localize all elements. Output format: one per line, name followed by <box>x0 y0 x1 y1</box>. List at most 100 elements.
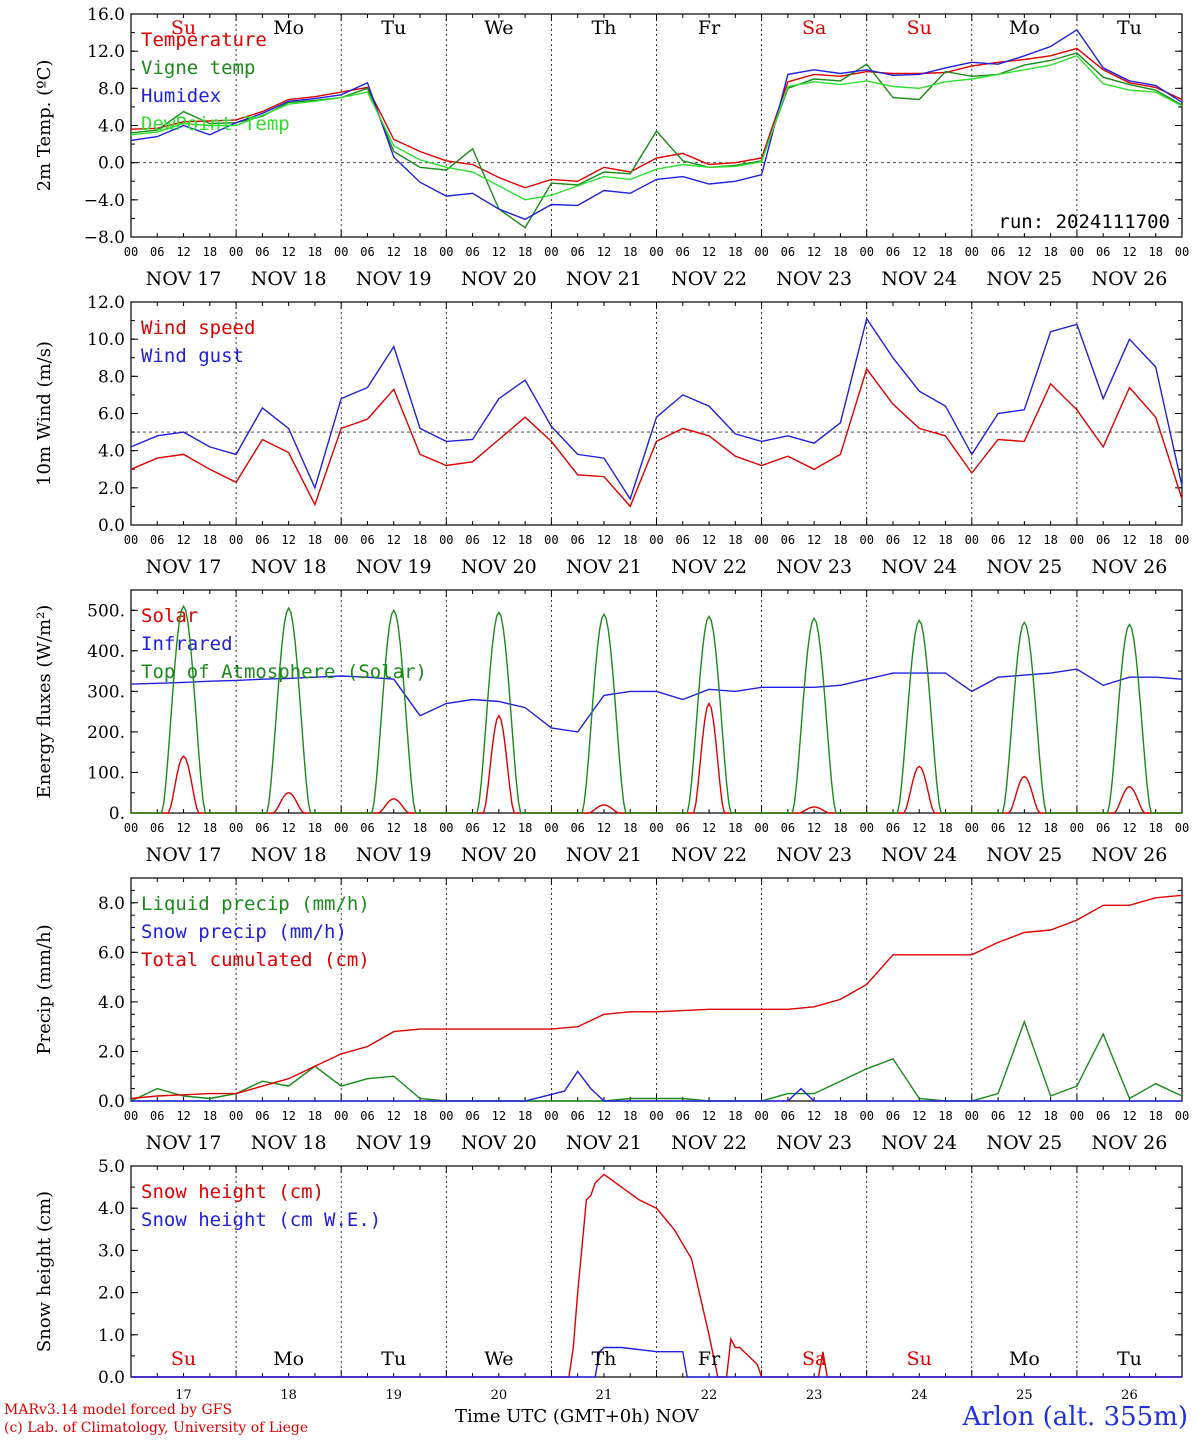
hour-tick-label: 12 <box>492 533 506 547</box>
y-tick-label: 0.0 <box>98 154 125 174</box>
hour-tick-label: 00 <box>859 821 873 835</box>
y-tick-label: 5.0 <box>98 1157 125 1177</box>
date-label: NOV 23 <box>776 844 852 866</box>
panel-3: 500. 400. 300. 200. 100. 0. Energy fluxes (W/m… <box>34 589 1189 866</box>
hour-tick-label: 06 <box>676 821 690 835</box>
hour-tick-label: 12 <box>597 821 611 835</box>
y-tick-label: 100. <box>87 763 125 783</box>
series-line-infrared <box>130 668 1183 733</box>
hour-tick-label: 06 <box>1096 533 1110 547</box>
time-axis-label: Time UTC (GMT+0h) NOV <box>455 1406 699 1427</box>
hour-tick-label: 12 <box>281 1109 295 1123</box>
date-label: NOV 24 <box>881 844 957 866</box>
y-tick-label: 1.0 <box>98 1326 125 1346</box>
hour-tick-label: 18 <box>938 821 952 835</box>
hour-tick-label: 12 <box>702 1109 716 1123</box>
date-label: NOV 25 <box>986 844 1062 866</box>
hour-tick-label: 00 <box>965 1109 979 1123</box>
series-line-snow-height-cm <box>131 1173 1182 1378</box>
series-line-total-cumulated-cm <box>130 894 1183 1100</box>
hour-tick-label: 06 <box>991 245 1005 259</box>
hour-tick-label: 00 <box>1175 245 1189 259</box>
y-tick-label: 12.0 <box>87 42 125 62</box>
legend-entry: Temperature <box>141 29 267 51</box>
hour-tick-label: 12 <box>597 1109 611 1123</box>
hour-tick-label: 18 <box>623 245 637 259</box>
date-label: NOV 22 <box>671 1132 747 1154</box>
hour-tick-label: 12 <box>492 1109 506 1123</box>
hour-tick-label: 00 <box>124 821 138 835</box>
date-label: NOV 22 <box>671 268 747 290</box>
hour-tick-label: 00 <box>1070 1109 1084 1123</box>
date-label: NOV 21 <box>566 844 642 866</box>
series-line-wind-speed <box>130 367 1183 508</box>
hour-tick-label: 06 <box>781 533 795 547</box>
station-label: Arlon (alt. 355m) <box>962 1402 1188 1432</box>
day-name-label: Fr <box>698 17 721 39</box>
date-label: NOV 18 <box>251 556 327 578</box>
hour-tick-label: 00 <box>1175 533 1189 547</box>
day-name-label: Tu <box>1117 17 1142 39</box>
date-label: NOV 18 <box>251 1132 327 1154</box>
hour-tick-label: 12 <box>176 533 190 547</box>
day-name-label: Sa <box>802 17 826 39</box>
hour-tick-label: 06 <box>886 245 900 259</box>
hour-tick-label: 00 <box>229 245 243 259</box>
date-label: NOV 22 <box>671 844 747 866</box>
y-tick-label: 12.0 <box>87 293 125 313</box>
legend-entry: Snow height (cm W.E.) <box>141 1209 381 1231</box>
hour-tick-label: 18 <box>938 1109 952 1123</box>
hour-tick-label: 00 <box>124 533 138 547</box>
y-tick-label: 2.0 <box>98 1042 125 1062</box>
day-name-label: Tu <box>381 1348 406 1370</box>
hour-tick-label: 00 <box>334 245 348 259</box>
series-line-snow-precip-mm-h <box>131 1070 1182 1102</box>
hour-tick-label: 12 <box>702 533 716 547</box>
hour-tick-label: 12 <box>912 821 926 835</box>
day-name-label: Fr <box>698 1348 721 1370</box>
hour-tick-label: 18 <box>833 533 847 547</box>
hour-tick-label: 12 <box>176 1109 190 1123</box>
hour-tick-label: 06 <box>991 533 1005 547</box>
series-line-liquid-precip-mm-h <box>130 1019 1183 1102</box>
legend-entry: Snow precip (mm/h) <box>141 921 347 943</box>
y-tick-label: −8.0 <box>84 228 125 248</box>
time-utc-label: Time UTC (GMT+0h) <box>455 1406 650 1427</box>
hour-tick-label: 06 <box>465 821 479 835</box>
hour-tick-label: 12 <box>807 821 821 835</box>
y-tick-label: 0. <box>109 804 125 824</box>
date-label: NOV 19 <box>356 556 432 578</box>
hour-tick-label: 18 <box>1043 533 1057 547</box>
y-tick-label: 200. <box>87 723 125 743</box>
hour-tick-label: 18 <box>203 1109 217 1123</box>
hour-tick-label: 00 <box>1175 1109 1189 1123</box>
series-line-dewpoint-temp <box>130 54 1183 201</box>
y-tick-label: 0.0 <box>98 1368 125 1388</box>
date-label: NOV 17 <box>146 844 222 866</box>
run-annotation: run: 2024111700 <box>998 211 1170 233</box>
date-label: NOV 25 <box>986 268 1062 290</box>
hour-tick-label: 06 <box>465 533 479 547</box>
day-name-label: Sa <box>802 1348 826 1370</box>
day-name-label: Su <box>171 17 196 39</box>
date-label: NOV 17 <box>146 268 222 290</box>
hour-tick-label: 18 <box>623 533 637 547</box>
hour-tick-label: 12 <box>597 533 611 547</box>
hour-tick-label: 12 <box>387 245 401 259</box>
y-axis-label: 2m Temp. (ºC) <box>34 60 55 192</box>
hour-tick-label: 06 <box>676 1109 690 1123</box>
hour-tick-label: 18 <box>623 821 637 835</box>
day-number-label: 23 <box>806 1388 823 1403</box>
day-number-label: 25 <box>1016 1388 1033 1403</box>
date-label: NOV 19 <box>356 1132 432 1154</box>
hour-tick-label: 12 <box>492 245 506 259</box>
series-line-top-of-atmosphere-solar <box>131 604 1182 814</box>
hour-tick-label: 06 <box>570 533 584 547</box>
y-tick-label: 8.0 <box>98 79 125 99</box>
day-number-label: 26 <box>1121 1388 1138 1403</box>
hour-tick-label: 00 <box>439 533 453 547</box>
day-name-label: Mo <box>273 17 304 39</box>
hour-tick-label: 12 <box>807 245 821 259</box>
hour-tick-label: 00 <box>439 821 453 835</box>
hour-tick-label: 06 <box>255 1109 269 1123</box>
